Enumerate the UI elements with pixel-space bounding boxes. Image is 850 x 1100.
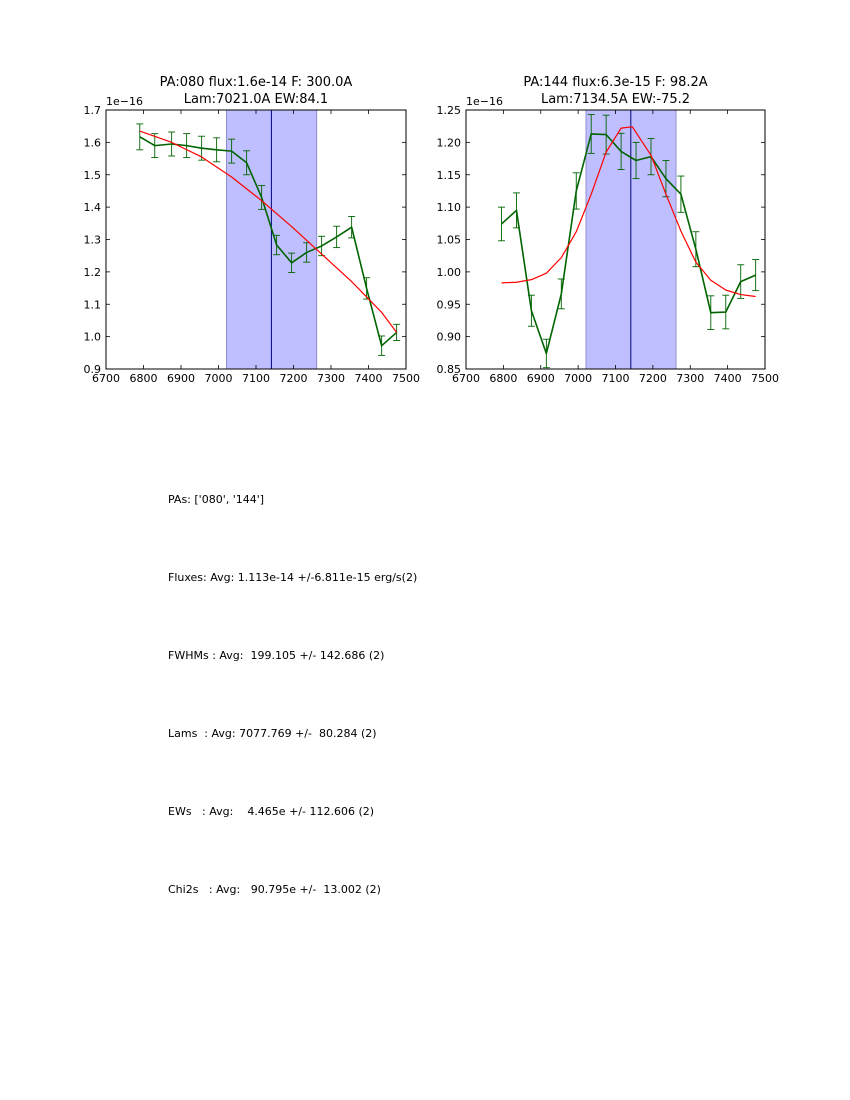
x-tick-label: 6800 bbox=[489, 372, 517, 385]
stats-fwhms: FWHMs : Avg: 199.105 +/- 142.686 (2) bbox=[168, 649, 385, 662]
y-tick-label: 1.1 bbox=[84, 298, 102, 311]
error-bar bbox=[333, 225, 341, 249]
x-tick-label: 7200 bbox=[280, 372, 308, 385]
error-bar bbox=[602, 114, 610, 155]
y-tick-label: 1.2 bbox=[84, 266, 102, 279]
y-tick-label: 1.6 bbox=[84, 136, 102, 149]
x-tick-label: 7400 bbox=[355, 372, 383, 385]
error-bar bbox=[348, 216, 356, 239]
chart-title-line-1: PA:144 flux:6.3e-15 F: 98.2A bbox=[523, 75, 707, 90]
chart-panel-2: 6700 6800 6900 7000 7100 7200 7300 7400 7500 0.85… bbox=[437, 75, 780, 385]
y-tick-label: 0.9 bbox=[84, 363, 102, 376]
x-tick-label: 7200 bbox=[639, 372, 667, 385]
x-tick-label: 6700 bbox=[92, 372, 120, 385]
y-tick-label: 1.5 bbox=[84, 169, 102, 182]
error-bar bbox=[527, 294, 535, 327]
error-bar bbox=[151, 133, 159, 159]
error-bar bbox=[378, 335, 386, 356]
error-bar bbox=[273, 234, 281, 256]
x-tick-label: 7400 bbox=[714, 372, 742, 385]
error-bar bbox=[243, 150, 251, 176]
chart-title-line-2: Lam:7021.0A EW:84.1 bbox=[184, 92, 328, 107]
chart-title-line-1: PA:080 flux:1.6e-14 F: 300.0A bbox=[160, 75, 353, 90]
stats-fluxes: Fluxes: Avg: 1.113e-14 +/-6.811e-15 erg/… bbox=[168, 571, 418, 584]
y-tick-label: 1.0 bbox=[84, 331, 102, 344]
y-tick-label: 1.05 bbox=[437, 234, 462, 247]
error-bar bbox=[198, 135, 206, 161]
stats-ews: EWs : Avg: 4.465e +/- 112.606 (2) bbox=[168, 805, 375, 818]
error-bar bbox=[662, 160, 670, 198]
stats-pas: PAs: ['080', '144'] bbox=[168, 493, 265, 506]
y-offset-label: 1e−16 bbox=[106, 95, 143, 108]
error-bar bbox=[288, 252, 296, 273]
x-tick-label: 7500 bbox=[392, 372, 420, 385]
x-tick-label: 7100 bbox=[242, 372, 270, 385]
y-tick-label: 1.4 bbox=[84, 201, 102, 214]
y-tick-label: 1.20 bbox=[437, 136, 462, 149]
fit-line bbox=[139, 130, 398, 333]
error-bar bbox=[168, 131, 176, 157]
data-line bbox=[500, 133, 756, 355]
x-tick-label: 7000 bbox=[564, 372, 592, 385]
error-bar bbox=[213, 137, 221, 163]
x-tick-label: 7300 bbox=[317, 372, 345, 385]
fit-line bbox=[501, 126, 756, 298]
error-bar bbox=[722, 294, 730, 330]
x-tick-label: 7500 bbox=[751, 372, 779, 385]
chart-panel-1: 6700 6800 6900 7000 7100 7200 7300 7400 7500 0.9 1… bbox=[84, 75, 421, 385]
stats-panel: PAs: ['080', '144'] Fluxes: Avg: 1.113e-… bbox=[168, 435, 417, 929]
x-tick-label: 7100 bbox=[602, 372, 630, 385]
error-bar bbox=[632, 141, 640, 180]
x-tick-label: 6900 bbox=[527, 372, 555, 385]
data-line bbox=[139, 136, 398, 347]
y-tick-label: 1.7 bbox=[84, 104, 102, 117]
error-bar bbox=[183, 133, 191, 159]
error-bar bbox=[557, 278, 565, 310]
chart-title-line-2: Lam:7134.5A EW:-75.2 bbox=[541, 92, 690, 107]
x-tick-label: 6800 bbox=[130, 372, 158, 385]
x-tick-label: 6900 bbox=[167, 372, 195, 385]
error-bar bbox=[228, 138, 236, 164]
y-tick-label: 1.25 bbox=[437, 104, 462, 117]
y-tick-label: 1.3 bbox=[84, 234, 102, 247]
x-tick-label: 7300 bbox=[676, 372, 704, 385]
error-bar bbox=[136, 123, 144, 151]
x-tick-label: 7000 bbox=[205, 372, 233, 385]
error-bar bbox=[498, 206, 506, 242]
x-tick-label: 6700 bbox=[452, 372, 480, 385]
y-tick-label: 1.15 bbox=[437, 169, 462, 182]
error-bar bbox=[677, 175, 685, 213]
y-tick-label: 0.85 bbox=[437, 363, 462, 376]
error-bar bbox=[587, 114, 595, 154]
error-bar bbox=[572, 172, 580, 210]
error-bar bbox=[752, 259, 760, 292]
error-bar bbox=[617, 132, 625, 171]
y-offset-label: 1e−16 bbox=[466, 95, 503, 108]
error-bar bbox=[737, 264, 745, 299]
y-tick-label: 0.95 bbox=[437, 298, 462, 311]
error-bar bbox=[258, 184, 266, 210]
stats-chi2s: Chi2s : Avg: 90.795e +/- 13.002 (2) bbox=[168, 883, 381, 896]
error-bar bbox=[707, 295, 715, 330]
y-tick-label: 1.10 bbox=[437, 201, 462, 214]
y-tick-label: 1.00 bbox=[437, 266, 462, 279]
error-bar bbox=[512, 192, 520, 229]
stats-lams: Lams : Avg: 7077.769 +/- 80.284 (2) bbox=[168, 727, 377, 740]
error-bar bbox=[542, 338, 550, 369]
y-tick-label: 0.90 bbox=[437, 331, 462, 344]
